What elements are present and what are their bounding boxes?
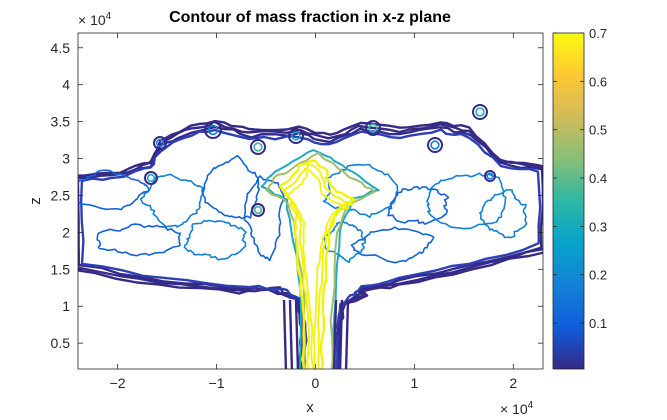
y-tick-label: 4.5 [51,40,71,56]
contour-puff-inner [253,205,263,215]
contour-level-outer [78,125,543,369]
x-axis-ticks: −2 −1 0 1 2 [110,33,517,391]
contour-mid-teal [260,149,380,369]
y-exponent-label: × 104 [78,11,112,28]
y-tick-label: 2.5 [51,187,71,203]
contour-puff [427,137,443,153]
y-tick-label: 2 [62,224,70,240]
colorbar-tick-label: 0.2 [589,268,607,283]
contour-puff [153,136,167,150]
colorbar-tick-label: 0.4 [589,171,607,186]
x-tick-label: 1 [410,375,418,391]
y-tick-label: 3 [62,151,70,167]
contour-blob [139,173,205,228]
contour-puff-inner [155,138,165,148]
axes-box [77,32,544,370]
colorbar-tick-label: 0.7 [589,26,607,41]
contour-blob [479,188,528,239]
x-tick-label: −1 [209,375,225,391]
contour-puff [250,139,266,155]
x-tick-label: 2 [509,375,517,391]
x-axis-label: x [306,399,314,416]
y-axis-ticks: 0.5 1 1.5 2 2.5 3 3.5 4 4.5 [51,40,543,351]
contour-puff [144,171,158,185]
contour-level-outer [80,128,542,369]
contour-puff [484,170,496,182]
y-tick-label: 1 [62,298,70,314]
contour-core-innermost [286,167,349,369]
contour-puff-inner [146,173,156,183]
contour-puff-inner [291,131,301,141]
colorbar-tick-label: 0.5 [589,123,607,138]
y-tick-label: 4 [62,77,70,93]
contour-stem [294,299,300,369]
contour-puff [288,128,304,144]
contour-puff [251,203,265,217]
x-exponent-label: × 104 [500,400,534,417]
contour-puff [365,120,381,136]
contour-stem [338,299,344,369]
contour-puff-inner [207,124,219,136]
contour-puff [472,104,488,120]
colorbar-ticks: 0.1 0.2 0.3 0.4 0.5 0.6 0.7 [553,26,607,331]
colorbar-tick-label: 0.3 [589,219,607,234]
y-tick-label: 1.5 [51,261,71,277]
contour-stem [288,299,294,369]
contour-puff-inner [475,107,485,117]
contour-blob [96,223,181,257]
contour-blob [78,169,150,211]
contour-blob [243,175,285,262]
y-tick-label: 0.5 [51,335,71,351]
colorbar-tick-label: 0.1 [589,316,607,331]
contour-stem [332,299,338,369]
colorbar-tick-label: 0.6 [589,74,607,89]
contour-blob [387,185,450,225]
colorbar [553,33,584,369]
contour-stem [344,299,350,369]
contour-puff-inner [253,142,263,152]
contour-blob [323,220,366,264]
contour-level-outer [78,119,543,369]
contour-puff [204,121,222,139]
contour-puff-inner [486,172,494,180]
contour-blob [350,226,435,264]
contour-blob [322,163,399,219]
x-tick-label: −2 [110,375,126,391]
contour-core-inner [281,163,354,369]
contour-lines [78,104,543,369]
contour-core-outer [278,159,357,369]
y-tick-label: 3.5 [51,114,71,130]
colorbar-box [552,32,585,370]
contour-puff-inner [430,140,440,150]
contour-blob [183,219,247,261]
y-axis-label: z [27,197,44,205]
contour-puff-inner [368,123,378,133]
x-tick-label: 0 [312,375,320,391]
contour-stem [282,299,288,369]
chart-title: Contour of mass fraction in x-z plane [169,9,451,26]
contour-blob [426,172,507,230]
